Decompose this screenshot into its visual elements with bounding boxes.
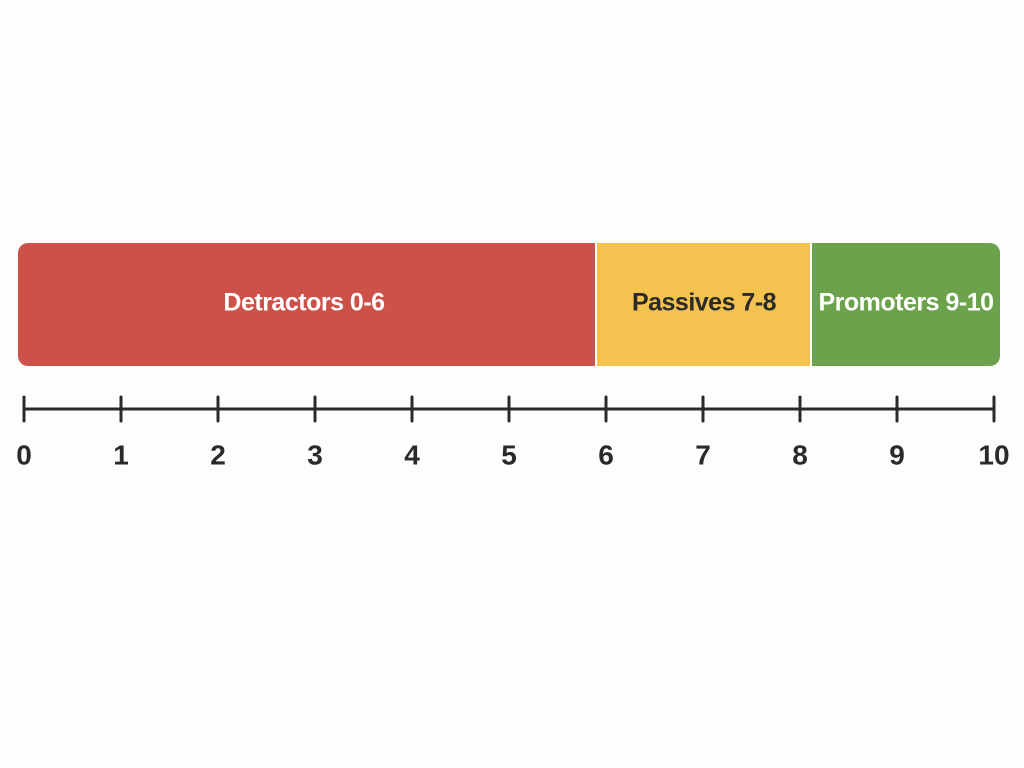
promoters-segment xyxy=(812,243,1000,366)
segment-label: Promoters 9-10 xyxy=(818,289,993,317)
detractors-segment xyxy=(18,243,595,366)
tick-label: 3 xyxy=(307,439,323,470)
tick-label: 6 xyxy=(598,439,614,470)
tick-label: 8 xyxy=(792,439,808,470)
segment-label: Detractors 0-6 xyxy=(223,289,384,317)
tick-label: 9 xyxy=(889,439,905,470)
passives-segment xyxy=(597,243,810,366)
tick-label: 7 xyxy=(695,439,711,470)
tick-label: 4 xyxy=(404,439,420,470)
tick-label: 0 xyxy=(16,439,32,470)
tick-label: 2 xyxy=(210,439,226,470)
tick-label: 10 xyxy=(978,439,1009,470)
segment-bar xyxy=(18,243,1000,366)
tick-label: 5 xyxy=(501,439,517,470)
segment-label: Passives 7-8 xyxy=(632,289,777,317)
tick-label: 1 xyxy=(113,439,129,470)
